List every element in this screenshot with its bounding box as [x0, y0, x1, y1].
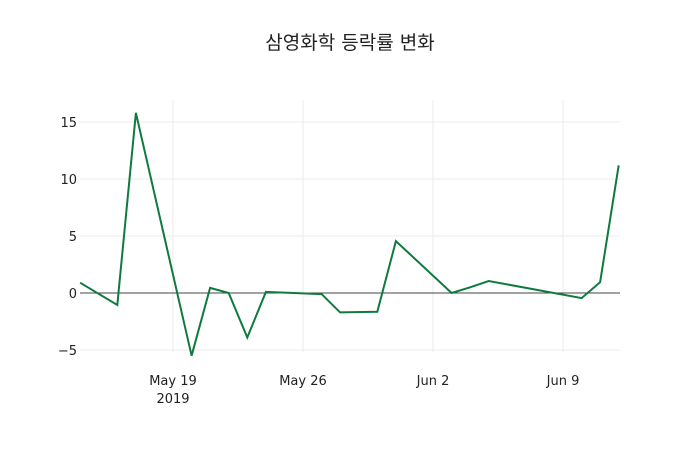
y-tick-label: 15: [60, 116, 77, 131]
y-tick-label: 0: [69, 287, 77, 302]
x-tick-label: May 19: [149, 374, 197, 389]
y-tick-label: 10: [60, 173, 77, 188]
y-tick-label: −5: [58, 344, 77, 359]
series-line[interactable]: [79, 112, 620, 356]
x-axis-ticks: May 19 2019 May 26 Jun 2 Jun 9: [149, 374, 579, 407]
x-tick-label: Jun 2: [416, 374, 450, 389]
x-tick-label: Jun 9: [546, 374, 580, 389]
x-tick-year-label: 2019: [156, 392, 189, 407]
x-tick-label: May 26: [279, 374, 327, 389]
gridlines: [80, 100, 620, 352]
y-tick-label: 5: [69, 230, 77, 245]
chart-title: 삼영화학 등락률 변화: [265, 32, 435, 54]
y-axis-ticks: −5 0 5 10 15: [58, 116, 77, 359]
